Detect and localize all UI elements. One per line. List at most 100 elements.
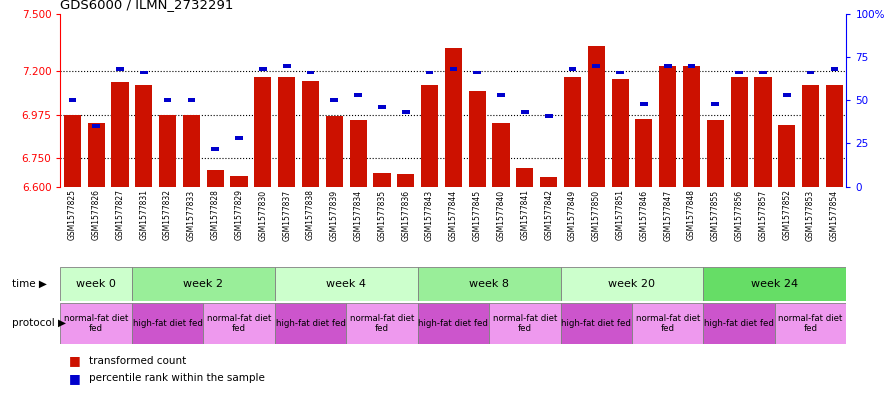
Bar bbox=[64, 115, 81, 187]
Bar bbox=[450, 67, 457, 71]
Text: ■: ■ bbox=[69, 372, 81, 385]
Bar bbox=[640, 102, 648, 106]
Bar bbox=[561, 267, 703, 301]
Bar bbox=[418, 303, 489, 344]
Bar bbox=[426, 71, 434, 74]
Bar bbox=[564, 77, 581, 187]
Bar bbox=[204, 303, 275, 344]
Text: week 24: week 24 bbox=[751, 279, 798, 289]
Bar bbox=[60, 267, 132, 301]
Text: percentile rank within the sample: percentile rank within the sample bbox=[89, 373, 265, 383]
Bar bbox=[331, 98, 338, 102]
Bar bbox=[778, 125, 796, 187]
Bar bbox=[259, 67, 267, 71]
Text: high-fat diet fed: high-fat diet fed bbox=[561, 319, 631, 328]
Bar bbox=[569, 67, 576, 71]
Text: week 20: week 20 bbox=[608, 279, 655, 289]
Bar bbox=[783, 93, 790, 97]
Bar bbox=[545, 114, 552, 118]
Bar bbox=[473, 71, 481, 74]
Bar bbox=[616, 71, 624, 74]
Bar bbox=[236, 136, 243, 140]
Text: week 8: week 8 bbox=[469, 279, 509, 289]
Bar bbox=[775, 303, 846, 344]
Bar bbox=[418, 267, 561, 301]
Bar bbox=[632, 303, 703, 344]
Bar bbox=[612, 79, 629, 187]
Bar bbox=[707, 120, 724, 187]
Bar bbox=[230, 176, 248, 187]
Bar bbox=[278, 77, 295, 187]
Bar bbox=[159, 115, 176, 187]
Bar bbox=[206, 170, 224, 187]
Bar bbox=[489, 303, 561, 344]
Bar bbox=[731, 77, 748, 187]
Bar bbox=[164, 98, 172, 102]
Bar bbox=[402, 110, 410, 114]
Bar bbox=[636, 119, 653, 187]
Bar bbox=[517, 169, 533, 187]
Bar bbox=[755, 77, 772, 187]
Bar bbox=[188, 98, 196, 102]
Bar bbox=[688, 64, 695, 68]
Text: normal-fat diet
fed: normal-fat diet fed bbox=[64, 314, 128, 333]
Text: week 4: week 4 bbox=[326, 279, 366, 289]
Bar bbox=[307, 71, 315, 74]
Bar bbox=[521, 110, 529, 114]
Bar bbox=[541, 177, 557, 187]
Bar bbox=[135, 85, 152, 187]
Bar bbox=[444, 48, 462, 187]
Bar bbox=[592, 64, 600, 68]
Bar bbox=[806, 71, 814, 74]
Bar bbox=[325, 116, 343, 187]
Bar bbox=[397, 174, 414, 187]
Bar bbox=[68, 98, 76, 102]
Bar bbox=[111, 82, 129, 187]
Text: high-fat diet fed: high-fat diet fed bbox=[419, 319, 488, 328]
Bar bbox=[469, 91, 485, 187]
Text: time ▶: time ▶ bbox=[12, 279, 46, 289]
Bar bbox=[664, 64, 671, 68]
Bar bbox=[683, 66, 701, 187]
Bar bbox=[283, 64, 291, 68]
Text: normal-fat diet
fed: normal-fat diet fed bbox=[636, 314, 700, 333]
Text: week 0: week 0 bbox=[76, 279, 116, 289]
Bar bbox=[183, 115, 200, 187]
Bar bbox=[373, 173, 390, 187]
Bar bbox=[140, 71, 148, 74]
Bar bbox=[493, 123, 509, 187]
Text: GDS6000 / ILMN_2732291: GDS6000 / ILMN_2732291 bbox=[60, 0, 234, 11]
Bar bbox=[60, 303, 132, 344]
Bar bbox=[275, 303, 346, 344]
Bar bbox=[826, 85, 843, 187]
Bar bbox=[132, 303, 204, 344]
Text: normal-fat diet
fed: normal-fat diet fed bbox=[349, 314, 414, 333]
Bar bbox=[92, 124, 100, 128]
Bar bbox=[88, 123, 105, 187]
Bar bbox=[497, 93, 505, 97]
Text: normal-fat diet
fed: normal-fat diet fed bbox=[779, 314, 843, 333]
Bar bbox=[302, 81, 319, 187]
Text: high-fat diet fed: high-fat diet fed bbox=[704, 319, 774, 328]
Bar bbox=[759, 71, 767, 74]
Text: normal-fat diet
fed: normal-fat diet fed bbox=[207, 314, 271, 333]
Bar bbox=[802, 85, 819, 187]
Bar bbox=[275, 267, 418, 301]
Text: high-fat diet fed: high-fat diet fed bbox=[276, 319, 346, 328]
Bar bbox=[212, 147, 219, 151]
Bar bbox=[659, 66, 677, 187]
Text: protocol ▶: protocol ▶ bbox=[12, 318, 66, 328]
Text: ■: ■ bbox=[69, 354, 81, 367]
Bar bbox=[711, 102, 719, 106]
Bar bbox=[830, 67, 838, 71]
Bar bbox=[346, 303, 418, 344]
Text: week 2: week 2 bbox=[183, 279, 223, 289]
Text: high-fat diet fed: high-fat diet fed bbox=[132, 319, 203, 328]
Bar bbox=[588, 46, 605, 187]
Bar bbox=[349, 120, 366, 187]
Bar bbox=[703, 303, 775, 344]
Bar bbox=[561, 303, 632, 344]
Bar bbox=[355, 93, 362, 97]
Bar bbox=[735, 71, 743, 74]
Bar bbox=[378, 105, 386, 109]
